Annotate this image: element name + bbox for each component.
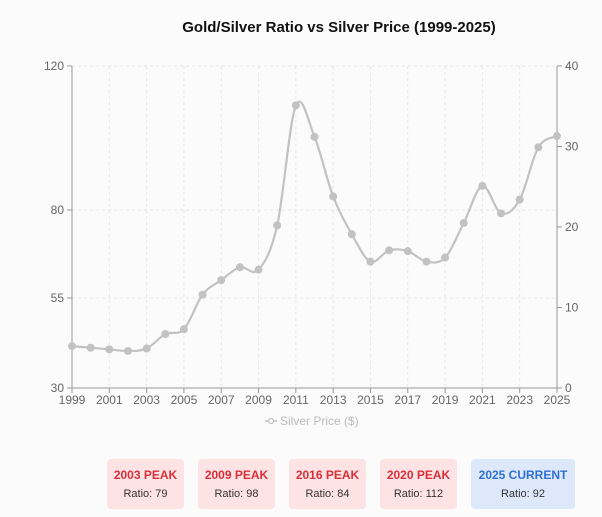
x-tick-label: 2009	[245, 393, 272, 407]
x-tick-label: 2005	[171, 393, 198, 407]
peak-ratio: Ratio: 84	[305, 488, 350, 500]
data-point	[366, 257, 375, 266]
data-point	[161, 330, 170, 339]
grid	[71, 65, 558, 389]
x-tick-label: 2013	[320, 393, 347, 407]
data-point	[198, 290, 207, 299]
data-point	[422, 257, 431, 266]
data-point	[179, 325, 188, 334]
x-tick-label: 2017	[394, 393, 421, 407]
left-tick-label: 55	[51, 291, 65, 305]
data-point	[254, 265, 263, 274]
left-axis-ticks: 30 55 80 120	[44, 59, 72, 395]
data-point	[217, 276, 226, 285]
peak-title: 2009 PEAK	[204, 468, 269, 482]
left-tick-label: 30	[51, 381, 65, 395]
x-tick-label: 2025	[544, 393, 571, 407]
peak-ratio: Ratio: 112	[393, 488, 444, 500]
peak-card-2025-current: 2025 CURRENT Ratio: 92	[471, 459, 575, 509]
x-tick-label: 2007	[208, 393, 235, 407]
data-point	[534, 143, 543, 152]
x-axis-ticks: 1999 2001 2003 2005 2007 2009 2011 2013 2015 2017…	[59, 388, 571, 407]
left-tick-label: 120	[44, 59, 64, 73]
data-point	[68, 342, 76, 351]
x-tick-label: 2001	[96, 393, 123, 407]
right-axis-ticks: 0 10 20 30 40	[557, 59, 579, 395]
peak-cards: 2003 PEAK Ratio: 79 2009 PEAK Ratio: 98 …	[107, 459, 575, 509]
right-tick-label: 0	[565, 381, 572, 395]
right-tick-label: 30	[565, 140, 579, 154]
x-tick-label: 2003	[133, 393, 160, 407]
legend-marker-icon	[267, 417, 275, 425]
data-point	[347, 230, 356, 239]
legend-label: Silver Price ($)	[280, 414, 359, 428]
legend[interactable]: Silver Price ($)	[265, 414, 359, 428]
data-point	[497, 209, 506, 218]
data-point	[142, 344, 151, 353]
peak-card-2003: 2003 PEAK Ratio: 79	[107, 459, 184, 509]
right-tick-label: 20	[565, 220, 579, 234]
data-point	[86, 343, 95, 352]
peak-title: 2003 PEAK	[113, 468, 178, 482]
peak-card-2009: 2009 PEAK Ratio: 98	[198, 459, 275, 509]
peak-title: 2016 PEAK	[295, 468, 360, 482]
data-point	[329, 192, 338, 201]
x-tick-label: 2023	[506, 393, 533, 407]
x-tick-label: 2019	[432, 393, 459, 407]
data-point	[105, 345, 114, 354]
peak-ratio: Ratio: 79	[123, 488, 168, 500]
data-point	[123, 346, 132, 355]
x-tick-label: 1999	[59, 393, 86, 407]
data-point	[515, 195, 524, 204]
x-tick-label: 2011	[283, 393, 309, 407]
chart: Gold/Silver Ratio vs Silver Price (1999-…	[44, 19, 579, 428]
x-tick-label: 2015	[357, 393, 384, 407]
peak-card-2020: 2020 PEAK Ratio: 112	[380, 459, 457, 509]
left-tick-label: 80	[51, 203, 65, 217]
data-point	[403, 247, 412, 256]
axes	[71, 66, 558, 389]
right-tick-label: 10	[565, 301, 579, 315]
data-point	[441, 253, 450, 262]
x-tick-label: 2021	[469, 393, 496, 407]
data-point	[385, 246, 394, 255]
silver-price-line	[71, 100, 558, 353]
chart-title: Gold/Silver Ratio vs Silver Price (1999-…	[182, 19, 496, 36]
silver-price-points	[68, 101, 561, 355]
data-point	[478, 181, 487, 190]
data-point	[310, 132, 319, 141]
data-point	[235, 263, 244, 272]
peak-ratio: Ratio: 92	[500, 488, 546, 500]
data-point	[291, 101, 300, 110]
peak-title: 2025 CURRENT	[478, 468, 568, 482]
peak-card-2016: 2016 PEAK Ratio: 84	[289, 459, 366, 509]
data-point	[459, 218, 468, 227]
peak-ratio: Ratio: 98	[214, 488, 259, 500]
data-point	[553, 132, 561, 141]
peak-title: 2020 PEAK	[386, 468, 451, 482]
right-tick-label: 40	[565, 59, 579, 73]
data-point	[273, 221, 282, 230]
